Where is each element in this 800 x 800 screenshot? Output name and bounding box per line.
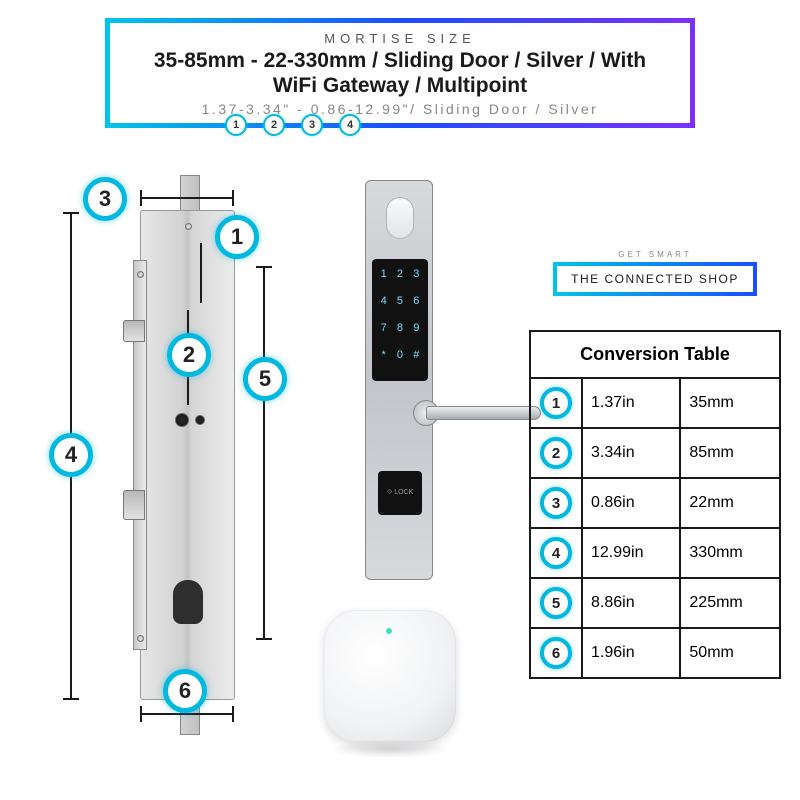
cell-mm: 225mm: [680, 578, 780, 628]
callout-4: 4: [49, 433, 93, 477]
row-badge-6: 6: [540, 637, 572, 669]
table-row: 3 0.86in 22mm: [530, 478, 780, 528]
table-row: 6 1.96in 50mm: [530, 628, 780, 678]
keypad-screen: 1 2 3 4 5 6 7 8 9 * 0 #: [372, 259, 428, 381]
mortise-deadbolt: [123, 490, 145, 520]
mortise-cylinder-hole: [173, 580, 203, 624]
dim-cap: [63, 698, 79, 700]
cell-inches: 0.86in: [582, 478, 680, 528]
dim-cap: [256, 638, 272, 640]
mortise-screw: [137, 271, 144, 278]
dim-cap: [140, 706, 142, 722]
header-sub-text: 1.37-3.34" - 0.86-12.99"/ Sliding Door /…: [130, 101, 670, 117]
brand-name: THE CONNECTED SHOP: [553, 262, 757, 296]
cell-mm: 22mm: [680, 478, 780, 528]
conversion-table-title: Conversion Table: [530, 331, 780, 378]
header-badge-row: 1 2 3 4: [225, 114, 361, 136]
mortise-spindle-hole: [195, 415, 205, 425]
keypad-key: *: [377, 345, 390, 369]
keypad-key: #: [410, 345, 423, 369]
cell-inches: 1.96in: [582, 628, 680, 678]
header-badge-2: 2: [263, 114, 285, 136]
row-badge-1: 1: [540, 387, 572, 419]
table-row: 1 1.37in 35mm: [530, 378, 780, 428]
cell-inches: 1.37in: [582, 378, 680, 428]
cell-inches: 8.86in: [582, 578, 680, 628]
cell-inches: 3.34in: [582, 428, 680, 478]
header-badge-1: 1: [225, 114, 247, 136]
dim-cap: [232, 706, 234, 722]
header-label: MORTISE SIZE: [130, 31, 670, 46]
dim-line-6: [141, 713, 233, 715]
dim-arrow-1: [200, 243, 202, 303]
lock-card-reader-icon: ⟐ LOCK: [378, 471, 422, 515]
mortise-diagram: 1 2 3 4 5 6: [45, 175, 315, 735]
keypad-key: 2: [393, 264, 406, 288]
keypad-key: 1: [377, 264, 390, 288]
row-badge-3: 3: [540, 487, 572, 519]
row-badge-4: 4: [540, 537, 572, 569]
dim-cap: [140, 190, 142, 206]
callout-1: 1: [215, 215, 259, 259]
header-badge-4: 4: [339, 114, 361, 136]
conversion-table: Conversion Table 1 1.37in 35mm 2 3.34in …: [529, 330, 781, 679]
cell-mm: 35mm: [680, 378, 780, 428]
mortise-faceplate: [133, 260, 147, 650]
dim-line-3: [141, 197, 233, 199]
table-row: 4 12.99in 330mm: [530, 528, 780, 578]
dim-cap: [232, 190, 234, 206]
hub-shadow: [332, 740, 448, 758]
table-row: 5 8.86in 225mm: [530, 578, 780, 628]
mortise-body: [140, 210, 235, 700]
keypad-key: 3: [410, 264, 423, 288]
mortise-latch: [123, 320, 145, 342]
mortise-screw: [137, 635, 144, 642]
cell-mm: 50mm: [680, 628, 780, 678]
hub-led-icon: [386, 628, 392, 634]
lock-handle: [426, 406, 541, 420]
keypad-key: 9: [410, 318, 423, 342]
mortise-spindle-hole: [175, 413, 189, 427]
fingerprint-sensor-icon: [386, 197, 414, 239]
dim-cap: [256, 266, 272, 268]
table-row: 2 3.34in 85mm: [530, 428, 780, 478]
header-badge-3: 3: [301, 114, 323, 136]
cell-mm: 330mm: [680, 528, 780, 578]
brand-tagline: GET SMART: [545, 250, 765, 259]
brand-block: GET SMART THE CONNECTED SHOP: [545, 250, 765, 296]
callout-6: 6: [163, 669, 207, 713]
smart-lock-panel: 1 2 3 4 5 6 7 8 9 * 0 # ⟐ LOCK: [365, 180, 433, 580]
callout-2: 2: [167, 333, 211, 377]
callout-5: 5: [243, 357, 287, 401]
wifi-gateway-hub: [324, 610, 456, 742]
cell-inches: 12.99in: [582, 528, 680, 578]
mortise-screw: [185, 223, 192, 230]
keypad-key: 5: [393, 291, 406, 315]
keypad-key: 8: [393, 318, 406, 342]
mortise-top-tab: [180, 175, 200, 215]
dim-line-5: [263, 267, 265, 639]
dim-cap: [63, 212, 79, 214]
keypad-key: 4: [377, 291, 390, 315]
row-badge-2: 2: [540, 437, 572, 469]
keypad-key: 0: [393, 345, 406, 369]
header-box: MORTISE SIZE 35-85mm - 22-330mm / Slidin…: [105, 18, 695, 128]
row-badge-5: 5: [540, 587, 572, 619]
keypad-key: 6: [410, 291, 423, 315]
cell-mm: 85mm: [680, 428, 780, 478]
header-main-text: 35-85mm - 22-330mm / Sliding Door / Silv…: [130, 48, 670, 98]
keypad-key: 7: [377, 318, 390, 342]
callout-3: 3: [83, 177, 127, 221]
